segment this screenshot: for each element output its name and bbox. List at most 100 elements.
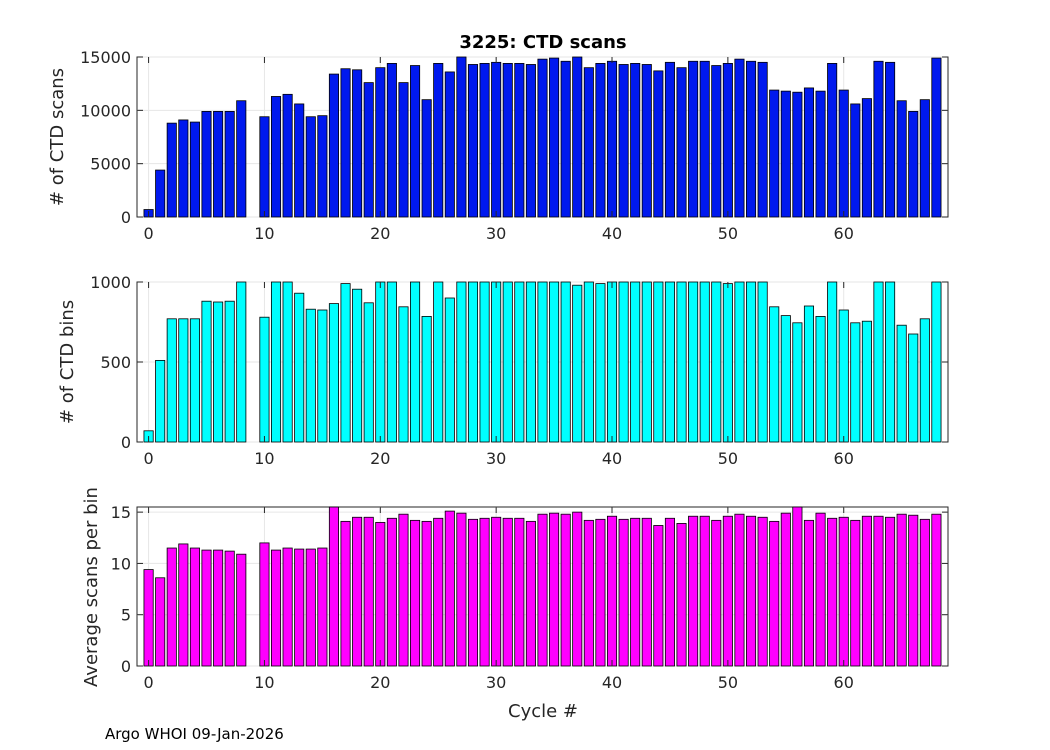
- bar-cycle-32: [514, 517, 525, 667]
- bar-cycle-41: [618, 518, 629, 667]
- bar-cycle-53: [757, 516, 768, 667]
- bar-cycle-59: [827, 281, 838, 443]
- bar-cycle-18: [352, 288, 363, 443]
- xlabel-cycle: Cycle #: [508, 701, 578, 722]
- footer-credit: Argo WHOI 09-Jan-2026: [105, 725, 284, 743]
- bar-cycle-53: [757, 281, 768, 443]
- bar-cycle-54: [769, 89, 780, 218]
- xtick-label: 60: [834, 673, 854, 692]
- bar-cycle-60: [838, 516, 849, 667]
- xtick-label: 40: [602, 224, 622, 243]
- bar-cycle-34: [537, 513, 548, 667]
- ticks-avg: 0 10 20 30 40 50 60 0 5 10 15: [111, 503, 948, 692]
- bar-cycle-56: [792, 322, 803, 443]
- bar-cycle-63: [873, 515, 884, 667]
- bar-cycle-2: [166, 122, 177, 218]
- bar-cycle-49: [711, 65, 722, 218]
- bar-cycle-33: [525, 520, 536, 667]
- bar-cycle-62: [861, 320, 872, 443]
- bar-cycle-48: [699, 60, 710, 218]
- xtick-label: 30: [486, 673, 506, 692]
- bar-cycle-40: [606, 281, 618, 443]
- bar-cycle-55: [780, 512, 791, 667]
- bar-cycle-34: [537, 281, 548, 443]
- bar-cycle-66: [908, 111, 919, 218]
- bar-cycle-20: [375, 281, 386, 443]
- bar-cycle-3: [178, 119, 189, 218]
- bar-cycle-64: [885, 61, 896, 218]
- bar-cycle-7: [224, 550, 235, 667]
- bar-cycle-39: [595, 518, 606, 667]
- bar-cycle-22: [398, 306, 409, 443]
- bar-cycle-23: [410, 519, 421, 667]
- bar-cycle-3: [178, 543, 189, 667]
- bar-cycle-26: [444, 71, 455, 218]
- bar-cycle-14: [305, 116, 316, 218]
- ytick-label: 15000: [80, 48, 131, 67]
- xtick-label: 20: [370, 673, 390, 692]
- bar-cycle-68: [931, 57, 942, 218]
- bar-cycle-37: [572, 284, 583, 443]
- bar-cycle-41: [618, 64, 629, 218]
- ytick-label: 10000: [80, 101, 131, 120]
- bar-cycle-29: [479, 517, 490, 667]
- bar-cycle-21: [386, 517, 397, 667]
- bar-cycle-57: [803, 305, 815, 443]
- bar-cycle-54: [769, 520, 780, 667]
- bar-cycle-6: [213, 111, 224, 218]
- bar-cycle-3: [178, 318, 189, 443]
- bar-cycle-15: [317, 115, 328, 218]
- bar-cycle-62: [861, 515, 872, 667]
- bar-cycle-49: [711, 519, 722, 667]
- bar-cycle-46: [676, 67, 687, 218]
- bar-cycle-67: [919, 318, 930, 443]
- bar-cycle-32: [514, 281, 525, 443]
- bar-cycle-31: [502, 517, 513, 667]
- bars-bins: [143, 281, 942, 443]
- bar-cycle-31: [502, 281, 513, 443]
- bar-cycle-35: [549, 57, 560, 218]
- xtick-label: 0: [143, 673, 153, 692]
- bar-cycle-0: [143, 569, 154, 667]
- bar-cycle-40: [606, 515, 618, 667]
- xtick-label: 0: [143, 449, 153, 468]
- bar-cycle-20: [375, 521, 386, 667]
- bar-cycle-12: [282, 93, 293, 218]
- bar-cycle-63: [873, 281, 884, 443]
- bar-cycle-57: [803, 519, 815, 667]
- bar-cycle-24: [421, 315, 432, 443]
- bar-cycle-47: [688, 60, 699, 218]
- bar-cycle-29: [479, 281, 490, 443]
- bar-cycle-2: [166, 318, 177, 443]
- bar-cycle-13: [294, 548, 305, 667]
- bar-cycle-44: [653, 525, 664, 667]
- bar-cycle-49: [711, 281, 722, 443]
- bar-cycle-27: [456, 512, 467, 667]
- bar-cycle-42: [630, 517, 641, 667]
- bar-cycle-60: [838, 309, 849, 443]
- xtick-label: 50: [718, 449, 738, 468]
- bar-cycle-4: [189, 121, 200, 218]
- bar-cycle-62: [861, 98, 872, 218]
- xtick-label: 10: [254, 224, 274, 243]
- bar-cycle-41: [618, 281, 629, 443]
- ytick-label: 0: [121, 657, 131, 676]
- xtick-label: 40: [602, 449, 622, 468]
- bar-cycle-56: [792, 506, 803, 667]
- bar-cycle-1: [155, 577, 166, 667]
- bar-cycle-55: [780, 90, 791, 218]
- ytick-label: 15: [111, 503, 131, 522]
- bar-cycle-51: [734, 58, 745, 218]
- bar-cycle-38: [583, 67, 594, 218]
- bar-cycle-11: [270, 549, 282, 667]
- bar-cycle-65: [896, 324, 907, 443]
- bar-cycle-32: [514, 63, 525, 218]
- bar-cycle-35: [549, 281, 560, 443]
- bar-cycle-4: [189, 318, 200, 443]
- bar-cycle-11: [270, 281, 282, 443]
- xtick-label: 10: [254, 449, 274, 468]
- bar-cycle-6: [213, 549, 224, 667]
- bar-cycle-5: [201, 549, 212, 667]
- bar-cycle-59: [827, 63, 838, 218]
